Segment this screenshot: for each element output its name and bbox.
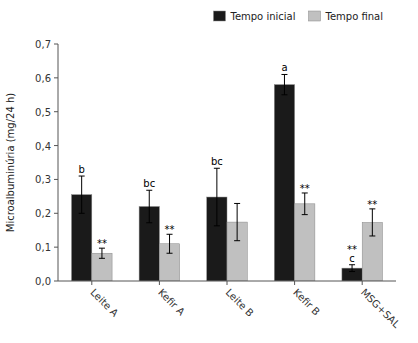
error-bar	[99, 248, 105, 258]
error-bar	[349, 265, 355, 272]
legend-label: Tempo inicial	[229, 11, 295, 22]
y-axis-line	[58, 44, 59, 281]
letter-label: bc	[211, 156, 223, 167]
x-tick-label: MSG+SAL	[359, 287, 402, 330]
error-bar-cap	[214, 168, 220, 169]
y-tick-label: 0,0	[35, 276, 51, 287]
letter-label: bc	[143, 178, 155, 189]
error-bar-line	[81, 176, 82, 213]
error-bar-cap	[214, 225, 220, 226]
x-tick-label: Kefir A	[156, 287, 187, 318]
significance-label: **	[165, 224, 175, 235]
chart: 0,0 0,1 0,2 0,3 0,4 0,5 0,6 0,7 Microalbuminúria…	[0, 0, 418, 343]
error-bar-cap	[281, 94, 287, 95]
error-bar-cap	[79, 213, 85, 214]
error-bar-cap	[146, 190, 152, 191]
y-axis-label: Microalbuminúria (mg/24 h)	[5, 93, 16, 232]
x-axis: Leite A Kefir A Leite B Kefir B MSG+SAL	[58, 281, 402, 330]
error-bar-line	[372, 209, 373, 236]
y-axis: 0,0 0,1 0,2 0,3 0,4 0,5 0,6 0,7	[35, 39, 58, 287]
significance-label: **	[347, 244, 357, 255]
x-tick	[362, 281, 363, 285]
y-tick-label: 0,6	[35, 73, 51, 84]
y-tick	[54, 77, 58, 78]
error-bar-cap	[234, 240, 240, 241]
y-tick	[54, 281, 58, 282]
y-tick-label: 0,4	[35, 141, 51, 152]
y-tick	[54, 111, 58, 112]
error-bar-cap	[167, 253, 173, 254]
legend: Tempo inicial Tempo final	[213, 11, 383, 22]
error-bar-line	[101, 248, 102, 258]
y-tick-label: 0,5	[35, 107, 51, 118]
x-tick	[91, 281, 92, 285]
y-tick-label: 0,1	[35, 242, 51, 253]
error-bar-line	[237, 203, 238, 240]
x-tick-label: Leite B	[224, 287, 256, 319]
error-bar-line	[169, 234, 170, 253]
error-bar-cap	[281, 74, 287, 75]
y-tick	[54, 44, 58, 45]
bar	[274, 85, 294, 281]
letter-label: a	[281, 62, 287, 73]
error-bar	[79, 176, 85, 213]
y-tick-label: 0,3	[35, 174, 51, 185]
error-bar	[281, 74, 287, 94]
significance-label: **	[367, 199, 377, 210]
x-tick-label: Kefir B	[291, 287, 322, 318]
y-tick	[54, 247, 58, 248]
error-bar	[234, 203, 240, 240]
annotations: bbcbcac**********	[78, 62, 377, 263]
error-bar	[302, 193, 308, 215]
error-bar-cap	[349, 264, 355, 265]
error-bar	[167, 234, 173, 253]
y-tick-label: 0,2	[35, 208, 51, 219]
error-bar-cap	[234, 203, 240, 204]
error-bar	[369, 209, 375, 236]
error-bar-line	[304, 193, 305, 215]
error-bar-cap	[99, 258, 105, 259]
letter-label: b	[78, 164, 84, 175]
error-bar-cap	[302, 214, 308, 215]
legend-swatch	[309, 11, 321, 21]
significance-label: **	[97, 238, 107, 249]
y-tick	[54, 145, 58, 146]
error-bar	[146, 190, 152, 223]
y-tick	[54, 213, 58, 214]
legend-swatch	[213, 11, 225, 21]
error-bar-cap	[349, 271, 355, 272]
bar	[295, 204, 315, 281]
y-tick-label: 0,7	[35, 39, 51, 50]
x-tick	[227, 281, 228, 285]
error-bar-cap	[79, 176, 85, 177]
error-bar-line	[149, 190, 150, 223]
legend-label: Tempo final	[325, 11, 384, 22]
error-bar-cap	[146, 222, 152, 223]
significance-label: **	[300, 183, 310, 194]
error-bar-line	[216, 168, 217, 226]
error-bar	[214, 168, 220, 226]
error-bar-line	[352, 265, 353, 272]
plot-area	[72, 74, 383, 281]
x-tick-label: Leite A	[88, 287, 120, 319]
error-bar-cap	[369, 235, 375, 236]
x-tick	[294, 281, 295, 285]
y-tick	[54, 179, 58, 180]
error-bar-line	[284, 74, 285, 94]
x-tick	[159, 281, 160, 285]
